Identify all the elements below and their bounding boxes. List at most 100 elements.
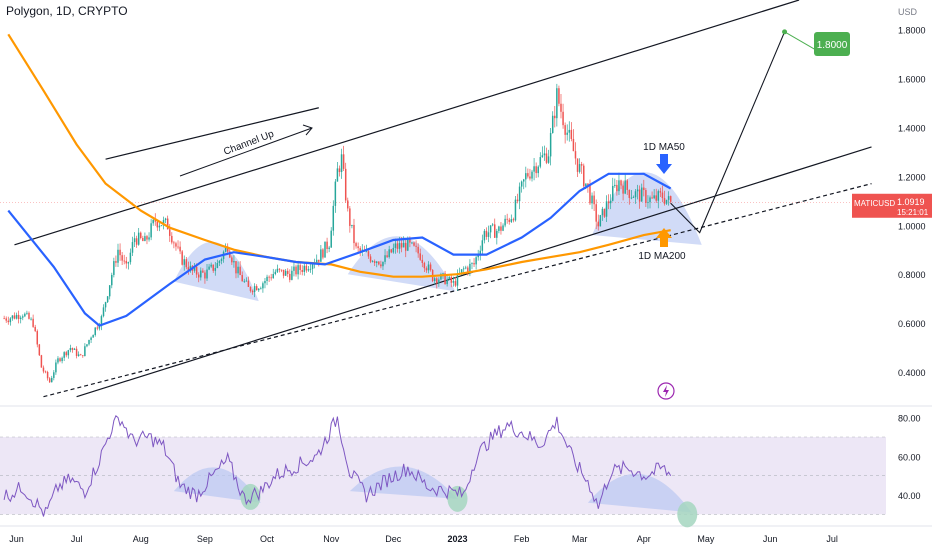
candle [580,161,583,174]
candle-body [51,377,53,383]
candle [433,276,436,285]
candle [371,260,374,263]
candle-body [129,252,132,263]
candle-body [512,219,515,221]
candle [40,354,43,368]
time-axis-ticks: Jun Jul Aug Sep Oct Nov Dec 2023 Feb Mar Apr May Jun… [9,534,838,544]
candle-body [481,240,484,251]
candle [307,266,310,272]
candle-body [645,190,647,203]
candle-body [82,355,84,357]
candle-body [239,266,241,276]
candle-body [618,180,620,192]
candle [605,195,608,223]
candle-body [663,198,666,204]
candle-body [28,312,30,319]
candle-body [117,249,119,263]
candle [5,316,7,323]
candle-body [529,176,531,179]
candle [583,163,585,188]
candle-body [86,344,88,347]
candle-body [419,253,421,260]
candle-body [311,264,314,269]
candle [220,257,223,265]
candle-body [570,129,573,139]
candle [427,261,430,274]
candle [465,265,467,270]
candle-body [59,358,61,362]
candle-body [485,230,488,237]
candle-body [235,261,237,274]
candle [251,289,254,295]
candle [361,244,364,256]
candle [258,287,260,292]
candle-body [84,346,86,357]
candle [11,315,14,321]
candle [34,324,36,333]
candle [328,245,330,253]
price-axis-currency: USD [898,7,918,17]
candle [607,194,610,210]
candle-body [53,372,55,378]
candle [102,304,105,318]
candle-body [566,132,568,135]
candle-body [98,326,101,329]
time-tick-label: Mar [572,534,588,544]
candle-body [522,179,525,182]
candle-body [491,224,494,226]
candle [266,274,268,286]
candle [626,179,628,195]
candle [272,268,275,279]
candle [444,270,446,285]
candle [413,241,415,247]
candle-body [506,218,508,220]
candle-body [467,267,469,272]
candle-body [307,269,310,271]
candle-body [541,155,544,158]
candle [100,314,103,331]
candle [133,232,136,248]
candle [71,347,74,353]
time-tick-label: 2023 [447,534,467,544]
candle-body [293,266,295,271]
candle-body [448,276,450,280]
candle [197,272,200,283]
candle [479,245,482,261]
candle-body [384,255,386,262]
candle [349,205,351,233]
candle-body [332,205,335,231]
candle-body [148,237,150,240]
candle-body [543,153,546,156]
candle-body [90,337,92,340]
candle [429,262,432,272]
last-price-value: 1.0919 [897,197,925,207]
candle [597,214,600,231]
candle-body [616,184,618,192]
candle-body [460,269,463,274]
candle [344,162,347,203]
candle-body [465,267,467,269]
candle [404,238,407,258]
time-tick-label: May [697,534,715,544]
candle-body [504,218,506,226]
candle [421,254,424,268]
candle [380,260,382,269]
candle-body [479,250,482,255]
candle-body [38,344,41,356]
candle-body [218,260,221,264]
candle [551,111,554,134]
candle-body [558,88,560,104]
price-tick-label: 0.6000 [898,319,926,329]
candle [436,276,438,289]
candle-body [494,224,496,238]
candle [127,261,130,270]
candle-body [438,279,440,284]
candle [7,316,10,325]
candle [508,217,510,225]
candle-body [289,273,291,280]
candle-body [382,261,384,267]
candle-body [396,243,399,249]
candle-body [210,264,212,267]
candle-body [487,232,490,237]
